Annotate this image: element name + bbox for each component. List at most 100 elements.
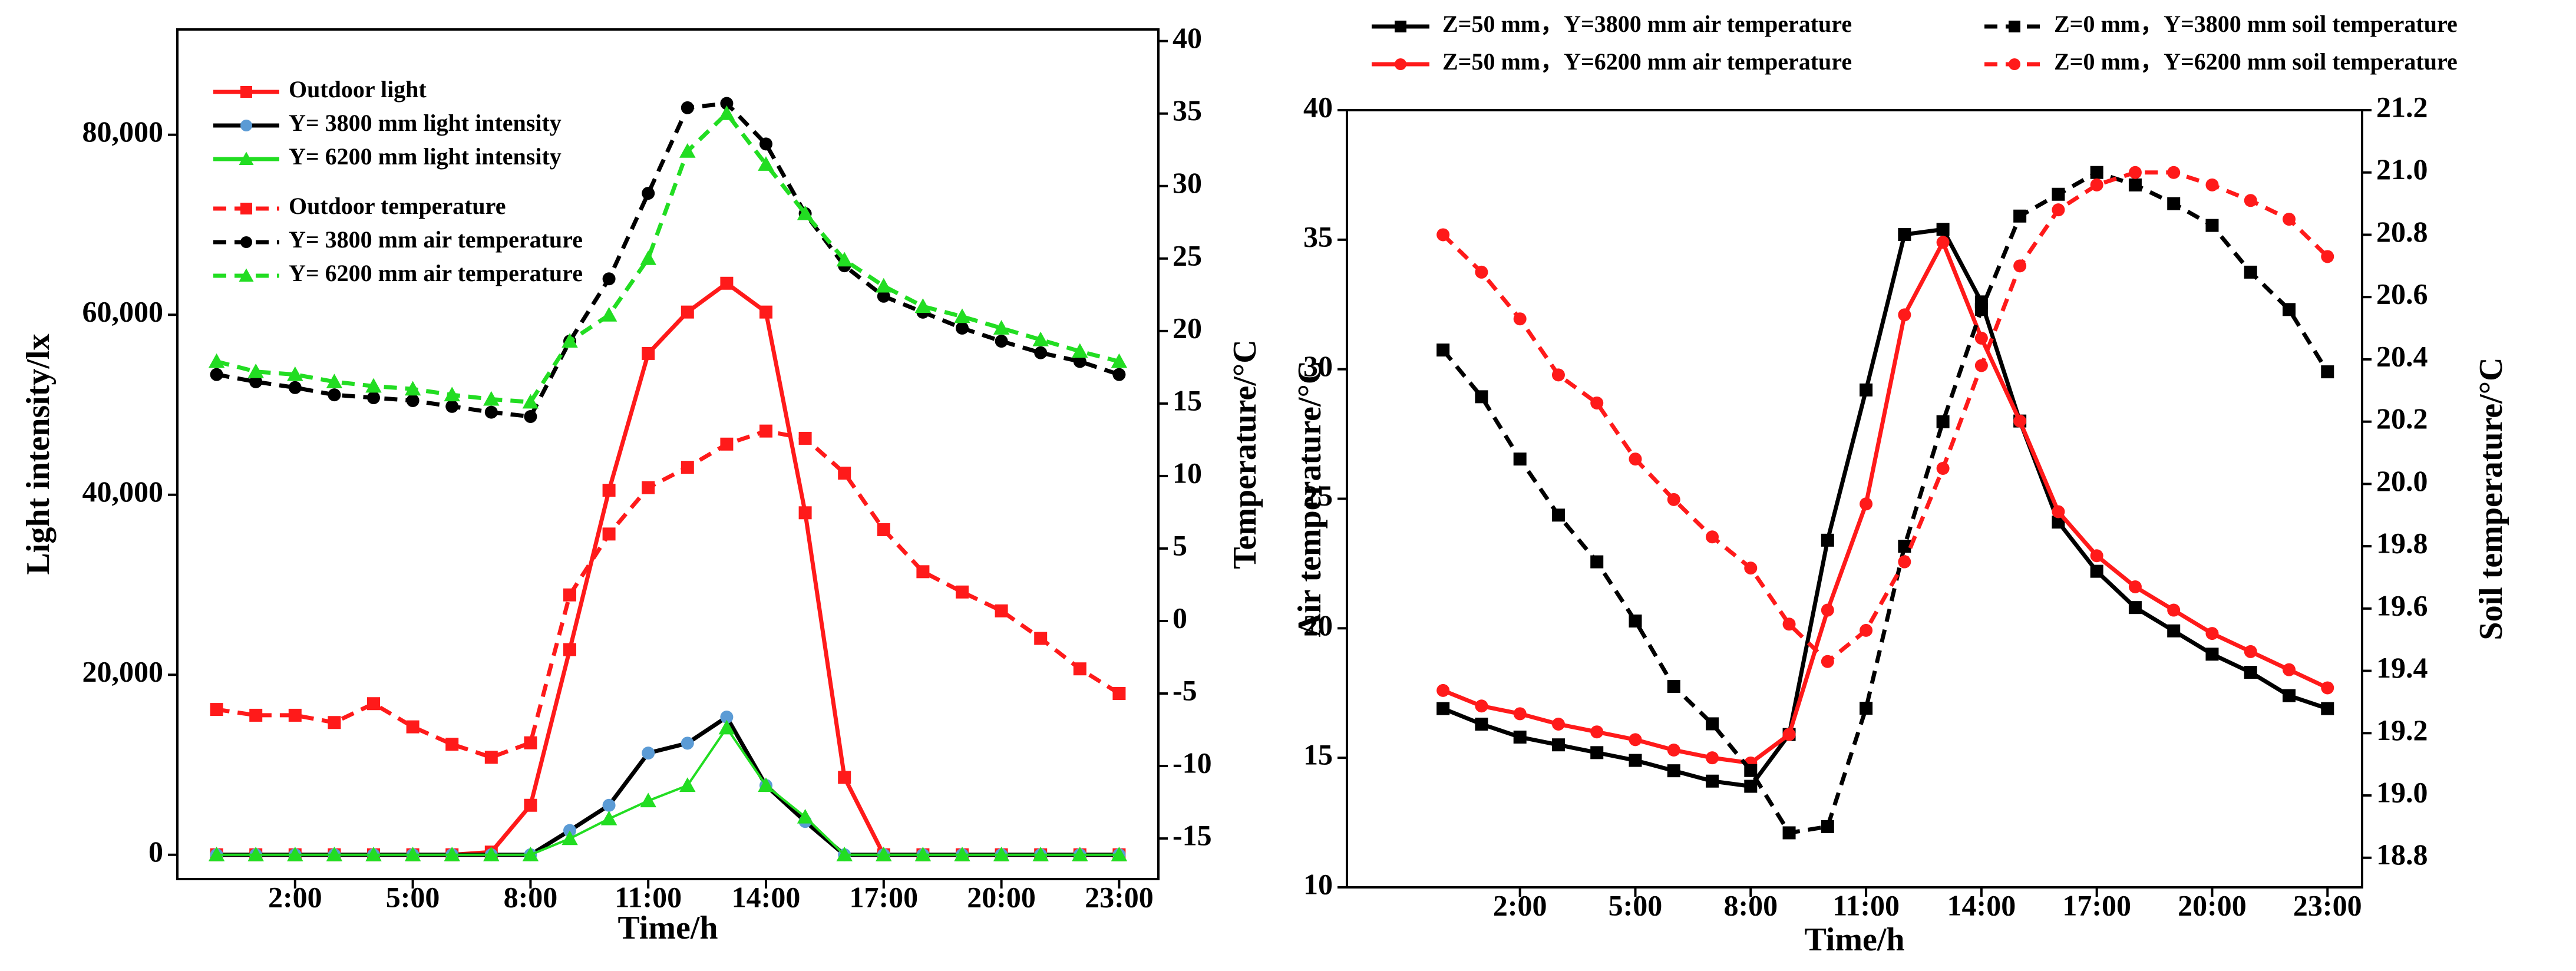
x-tick-label: 5:00 bbox=[386, 880, 440, 913]
y2-tick-label: 25 bbox=[1173, 239, 1202, 272]
data-point bbox=[1112, 687, 1126, 701]
data-point bbox=[288, 708, 302, 722]
y-tick-label: 0 bbox=[148, 835, 163, 868]
data-point bbox=[1898, 228, 1911, 242]
legend-label: Y= 3800 mm air temperature bbox=[289, 226, 583, 253]
data-point bbox=[562, 830, 578, 846]
data-point bbox=[1436, 228, 1450, 242]
legend-marker bbox=[240, 203, 252, 214]
data-point bbox=[1590, 746, 1604, 759]
data-point bbox=[1744, 780, 1758, 793]
x-axis-label: Time/h bbox=[1804, 922, 1904, 958]
data-point bbox=[563, 643, 576, 656]
y2-tick-label: 19.8 bbox=[2376, 527, 2428, 560]
data-point bbox=[797, 205, 814, 220]
plot-frame bbox=[176, 28, 1160, 880]
data-point bbox=[681, 305, 694, 319]
data-point bbox=[1706, 751, 1719, 765]
y2-tick-label: 20 bbox=[1173, 311, 1202, 344]
data-point bbox=[563, 588, 576, 602]
y2-tick-label: 10 bbox=[1173, 456, 1202, 489]
data-point bbox=[2090, 178, 2103, 191]
series-line bbox=[216, 429, 1121, 760]
y2-axis-label: Temperature/°C bbox=[1227, 339, 1263, 569]
data-point bbox=[1782, 826, 1796, 840]
data-point bbox=[1590, 396, 1604, 409]
y2-tick-label: 20.4 bbox=[2376, 339, 2428, 372]
legend-label: Outdoor temperature bbox=[289, 193, 506, 219]
y2-tick-label: 21.2 bbox=[2376, 90, 2428, 123]
data-point bbox=[914, 847, 932, 861]
data-point bbox=[367, 697, 380, 711]
data-point bbox=[208, 353, 225, 368]
y2-tick-label: 20.0 bbox=[2376, 464, 2428, 497]
data-point bbox=[1898, 308, 1911, 322]
data-point bbox=[1551, 508, 1565, 522]
data-point bbox=[2244, 645, 2257, 658]
data-point bbox=[2013, 209, 2027, 223]
data-point bbox=[2205, 627, 2219, 640]
data-point bbox=[2052, 187, 2065, 201]
data-point bbox=[484, 751, 498, 764]
data-point bbox=[1821, 655, 1834, 668]
x-tick-label: 17:00 bbox=[849, 880, 918, 913]
data-point bbox=[483, 847, 500, 861]
data-point bbox=[2052, 516, 2065, 529]
data-point bbox=[2167, 197, 2181, 210]
data-point bbox=[249, 375, 263, 388]
series-line bbox=[216, 280, 1119, 857]
data-point bbox=[210, 703, 223, 716]
data-point bbox=[484, 405, 498, 419]
data-point bbox=[2205, 219, 2219, 232]
y-tick-label: 35 bbox=[1303, 220, 1333, 253]
data-point bbox=[600, 307, 617, 322]
data-point bbox=[916, 565, 930, 579]
data-point bbox=[681, 101, 694, 114]
y2-tick-label: 18.8 bbox=[2376, 838, 2428, 871]
y2-tick-label: 21.0 bbox=[2376, 153, 2428, 186]
data-point bbox=[2244, 194, 2257, 207]
data-point bbox=[1821, 820, 1834, 833]
data-point bbox=[524, 410, 537, 424]
data-point bbox=[1513, 707, 1527, 721]
data-point bbox=[954, 308, 970, 323]
data-point bbox=[1860, 383, 1873, 397]
series-line bbox=[216, 725, 1119, 856]
legend-marker bbox=[2009, 21, 2020, 32]
data-point bbox=[1073, 662, 1086, 676]
data-point bbox=[1551, 368, 1565, 382]
y2-tick-label: 15 bbox=[1173, 384, 1202, 417]
y2-tick-label: 0 bbox=[1173, 601, 1187, 634]
data-point bbox=[1667, 764, 1680, 778]
data-point bbox=[1898, 555, 1911, 569]
legend-label: Y= 6200 mm light intensity bbox=[289, 143, 562, 170]
data-point bbox=[1436, 683, 1450, 697]
data-point bbox=[600, 810, 617, 825]
x-tick-label: 14:00 bbox=[732, 880, 801, 913]
data-point bbox=[876, 847, 892, 861]
y2-tick-label: 20.2 bbox=[2376, 402, 2428, 435]
y-axis-label: Air temperature/°C bbox=[1292, 361, 1328, 638]
series-line bbox=[1441, 170, 2330, 835]
data-point bbox=[210, 368, 223, 381]
y-tick-label: 25 bbox=[1303, 479, 1333, 512]
data-point bbox=[1936, 223, 1950, 236]
data-point bbox=[1629, 733, 1642, 747]
data-point bbox=[720, 711, 734, 724]
data-point bbox=[2128, 580, 2142, 593]
data-point bbox=[1072, 847, 1088, 861]
data-point bbox=[956, 321, 969, 335]
data-point bbox=[1667, 493, 1680, 506]
data-point bbox=[1032, 847, 1049, 861]
data-point bbox=[1513, 730, 1527, 744]
legend-label: Y= 6200 mm air temperature bbox=[289, 260, 583, 286]
data-point bbox=[2321, 250, 2334, 263]
data-point bbox=[1034, 632, 1048, 645]
data-point bbox=[522, 847, 539, 861]
legend-marker bbox=[240, 86, 252, 98]
y2-tick-label: -15 bbox=[1173, 819, 1212, 852]
data-point bbox=[2205, 648, 2219, 661]
data-point bbox=[1706, 774, 1719, 788]
data-point bbox=[2321, 681, 2334, 695]
data-point bbox=[1590, 555, 1604, 569]
